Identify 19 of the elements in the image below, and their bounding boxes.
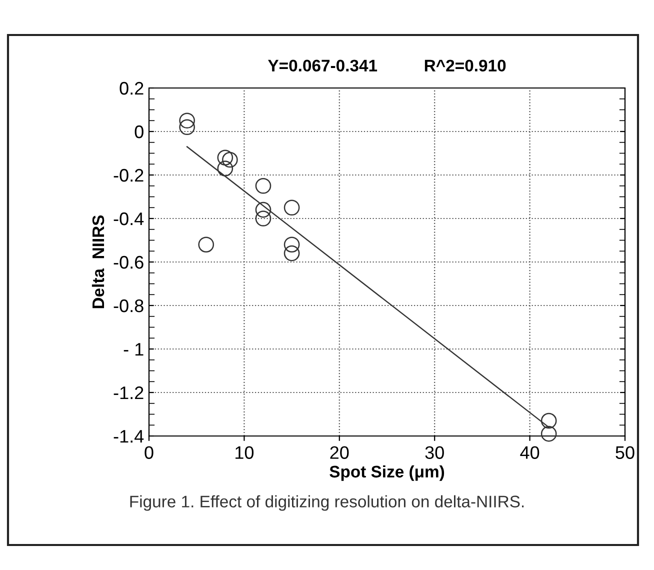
caption: Figure 1. Effect of digitizing resolution on delta-NIIRS. xyxy=(130,495,524,511)
x-tick-label: 40 xyxy=(520,446,540,459)
y-tick-label: - 1 xyxy=(124,343,144,356)
x-tick-label: 30 xyxy=(425,446,444,459)
x-tick-label: 50 xyxy=(616,446,634,459)
y-axis-title: Delta NIIRS xyxy=(92,215,104,308)
y-tick-label: -0.6 xyxy=(114,256,144,269)
x-tick-label: 0 xyxy=(144,446,154,459)
chart-title: Y=0.067-0.341 R^2=0.910 xyxy=(268,60,506,72)
x-tick-label: 20 xyxy=(330,446,349,459)
y-tick-label: 0.2 xyxy=(120,82,144,95)
y-tick-label: -1.2 xyxy=(114,386,144,400)
y-tick-label: -1.4 xyxy=(114,430,144,443)
x-axis-title: Spot Size (μm) xyxy=(330,465,444,481)
y-tick-label: -0.2 xyxy=(114,168,144,182)
y-tick-label: -0.4 xyxy=(114,212,144,226)
x-tick-label: 10 xyxy=(236,446,254,459)
y-tick-label: -0.8 xyxy=(114,299,144,312)
y-tick-label: 0 xyxy=(134,125,144,138)
